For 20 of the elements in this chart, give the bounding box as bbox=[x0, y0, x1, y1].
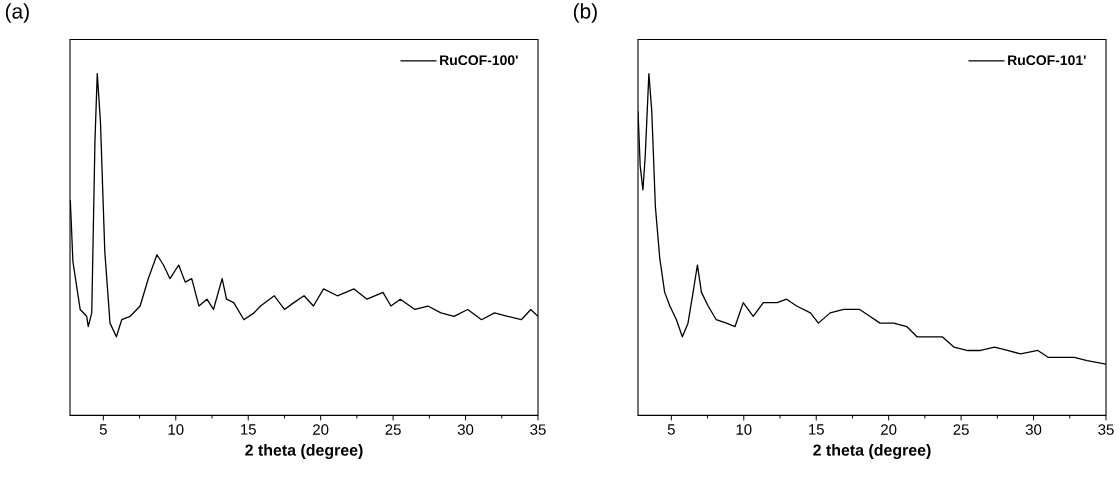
x-tick-label: 15 bbox=[809, 424, 824, 435]
legend-label: RuCOF-101' bbox=[1008, 55, 1086, 65]
x-tick-label: 5 bbox=[667, 424, 675, 435]
chart-title: (b) bbox=[573, 3, 597, 23]
x-axis-title: 2 theta (degree) bbox=[245, 443, 363, 459]
x-tick-label: 20 bbox=[881, 424, 897, 435]
x-tick-label: 15 bbox=[241, 424, 256, 435]
chart-title: (a) bbox=[5, 3, 29, 23]
x-tick-label: 20 bbox=[313, 424, 329, 435]
x-tick-label: 25 bbox=[385, 424, 401, 435]
x-axis-title: 2 theta (degree) bbox=[813, 443, 931, 459]
legend-label: RuCOF-100' bbox=[440, 55, 518, 65]
x-tick-label: 10 bbox=[736, 424, 752, 435]
x-tick-label: 5 bbox=[99, 424, 107, 435]
x-tick-label: 25 bbox=[953, 424, 969, 435]
x-tick-label: 35 bbox=[530, 424, 546, 435]
x-tick-label: 30 bbox=[457, 424, 474, 435]
x-tick-label: 35 bbox=[1098, 424, 1114, 435]
x-tick-label: 30 bbox=[1025, 424, 1042, 435]
x-tick-label: 10 bbox=[168, 424, 184, 435]
